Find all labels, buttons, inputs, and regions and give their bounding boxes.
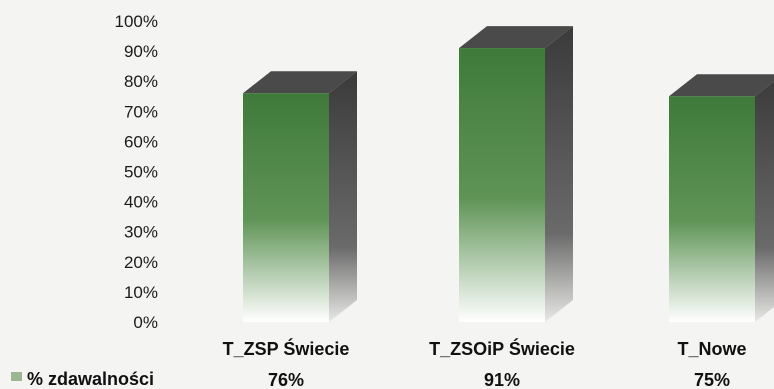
bar-top-face — [243, 71, 357, 94]
y-tick-label: 20% — [124, 253, 158, 272]
legend: % zdawalności — [11, 369, 154, 389]
y-axis: 0% 10% 20% 30% 40% 50% 60% 70% 80% 90% 100% — [115, 12, 158, 332]
data-label: 76% — [268, 370, 304, 389]
bar-side-face — [545, 26, 573, 323]
bar-top-face — [459, 26, 573, 49]
category-labels: T_ZSP Świecie T_ZSOiP Świecie T_Nowe 76% 91%… — [223, 338, 747, 389]
data-label: 91% — [484, 370, 520, 389]
bar-front-face — [243, 93, 329, 323]
category-label: T_ZSOiP Świecie — [429, 338, 575, 359]
legend-swatch — [11, 372, 22, 381]
y-tick-label: 30% — [124, 223, 158, 242]
y-tick-label: 60% — [124, 132, 158, 151]
y-tick-label: 90% — [124, 42, 158, 61]
bar-top-face — [669, 74, 774, 97]
legend-label: % zdawalności — [27, 369, 154, 389]
y-tick-label: 40% — [124, 193, 158, 212]
y-tick-label: 70% — [124, 102, 158, 121]
y-tick-label: 100% — [115, 12, 158, 31]
data-label: 75% — [694, 370, 730, 389]
bar — [669, 74, 774, 322]
bars — [243, 26, 774, 323]
bar — [243, 71, 357, 323]
bar-front-face — [459, 48, 545, 323]
category-label: T_ZSP Świecie — [223, 338, 350, 359]
category-label: T_Nowe — [677, 339, 746, 359]
bar — [459, 26, 573, 323]
bar-side-face — [755, 81, 774, 322]
y-tick-label: 0% — [133, 313, 158, 332]
bar-front-face — [669, 96, 755, 322]
bar-side-face — [329, 71, 357, 323]
y-tick-label: 50% — [124, 163, 158, 182]
y-tick-label: 10% — [124, 283, 158, 302]
y-tick-label: 80% — [124, 72, 158, 91]
